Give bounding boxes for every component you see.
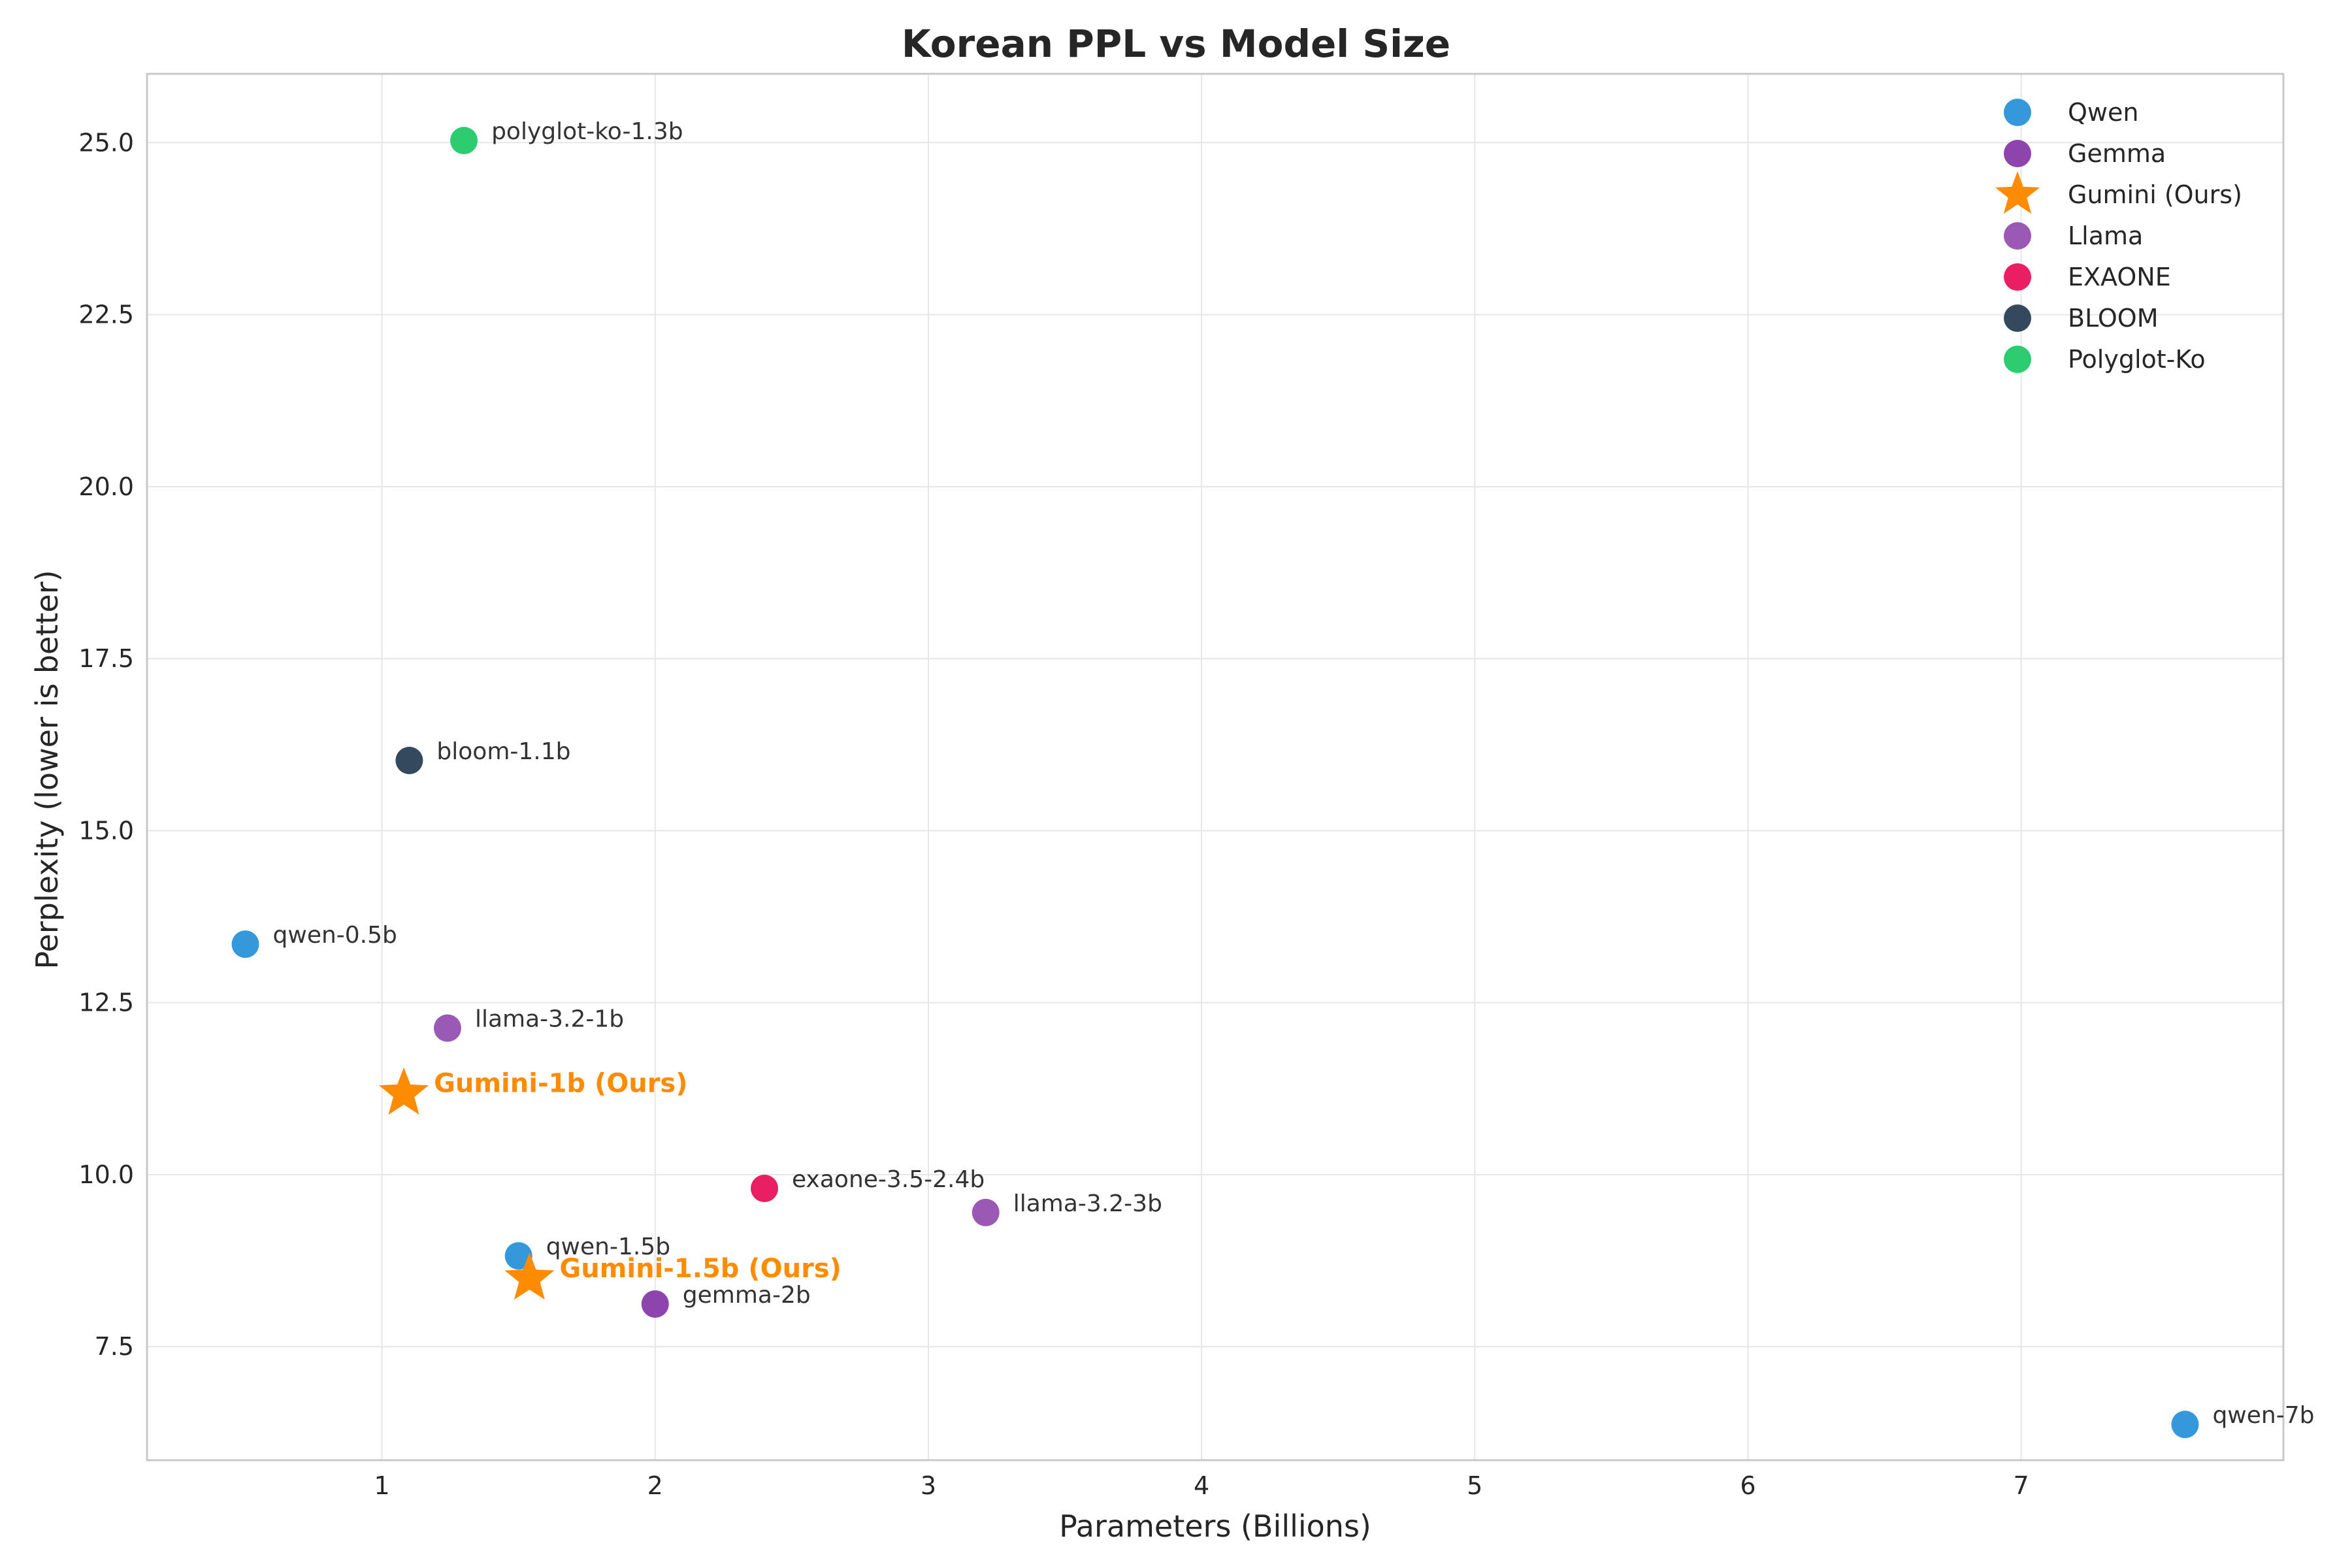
x-tick-label: 4 [1194, 1471, 1209, 1500]
point-label: qwen-0.5b [273, 922, 397, 949]
scatter-point [972, 1198, 1000, 1226]
point-label: qwen-7b [2212, 1402, 2314, 1429]
legend-label: Polyglot-Ko [2068, 345, 2206, 374]
y-tick-label: 20.0 [78, 472, 134, 501]
scatter-point [641, 1290, 669, 1318]
x-tick-label: 7 [2013, 1471, 2029, 1500]
scatter-point [504, 1242, 532, 1270]
scatter-point [433, 1014, 461, 1042]
star-marker [379, 1067, 429, 1115]
scatter-point [395, 746, 423, 774]
legend-marker [2004, 99, 2031, 126]
grid [147, 74, 2283, 1460]
point-label: qwen-1.5b [546, 1233, 670, 1260]
data-points [231, 127, 2199, 1439]
x-tick-label: 2 [647, 1471, 663, 1500]
legend-marker [2004, 222, 2031, 250]
point-label: llama-3.2-3b [1013, 1190, 1162, 1217]
legend: Qwen Gemma Gumini (Ours) Llama EXAONE BLOOM Po… [1995, 98, 2242, 374]
legend-label: EXAONE [2068, 263, 2171, 291]
x-tick-label: 6 [1740, 1471, 1756, 1500]
chart-title: Korean PPL vs Model Size [902, 22, 1450, 66]
y-axis-ticks: 7.5 10.0 12.5 15.0 17.5 20.0 22.5 25.0 [78, 128, 134, 1361]
y-tick-label: 10.0 [78, 1160, 134, 1189]
x-tick-label: 5 [1467, 1471, 1482, 1500]
point-label: Gumini-1.5b (Ours) [559, 1254, 841, 1284]
point-label: llama-3.2-1b [475, 1006, 624, 1033]
point-label: bloom-1.1b [436, 738, 570, 765]
y-axis-label: Perplexity (lower is better) [29, 570, 65, 969]
legend-label: Gemma [2068, 139, 2166, 168]
x-tick-label: 3 [921, 1471, 936, 1500]
legend-marker [2004, 304, 2031, 332]
point-labels: qwen-0.5bqwen-1.5bqwen-7bgemma-2bGumini-… [273, 118, 2315, 1429]
point-label: polyglot-ko-1.3b [491, 118, 683, 145]
point-label: Gumini-1b (Ours) [434, 1069, 687, 1099]
scatter-point [231, 930, 259, 958]
x-axis-ticks: 1 2 3 4 5 6 7 [374, 1471, 2029, 1500]
legend-marker [2004, 346, 2031, 373]
legend-star-marker [1995, 171, 2040, 214]
legend-label: Gumini (Ours) [2068, 180, 2242, 209]
scatter-point [751, 1175, 779, 1203]
legend-label: Qwen [2068, 98, 2138, 127]
y-tick-label: 22.5 [78, 301, 134, 329]
legend-marker [2004, 263, 2031, 291]
scatter-point [450, 127, 478, 155]
plot-frame [146, 73, 2285, 1462]
legend-marker [2004, 140, 2031, 167]
point-label: exaone-3.5-2.4b [792, 1166, 985, 1193]
legend-label: BLOOM [2068, 304, 2159, 333]
y-tick-label: 25.0 [78, 128, 134, 157]
star-marker [504, 1252, 555, 1300]
y-tick-label: 15.0 [78, 816, 134, 845]
scatter-point [2171, 1411, 2199, 1439]
point-label: gemma-2b [683, 1282, 811, 1309]
legend-label: Llama [2068, 221, 2143, 250]
y-tick-label: 17.5 [78, 644, 134, 673]
x-axis-label: Parameters (Billions) [1059, 1509, 1371, 1544]
x-tick-label: 1 [374, 1471, 390, 1500]
y-tick-label: 7.5 [95, 1332, 134, 1361]
y-tick-label: 12.5 [78, 988, 134, 1017]
